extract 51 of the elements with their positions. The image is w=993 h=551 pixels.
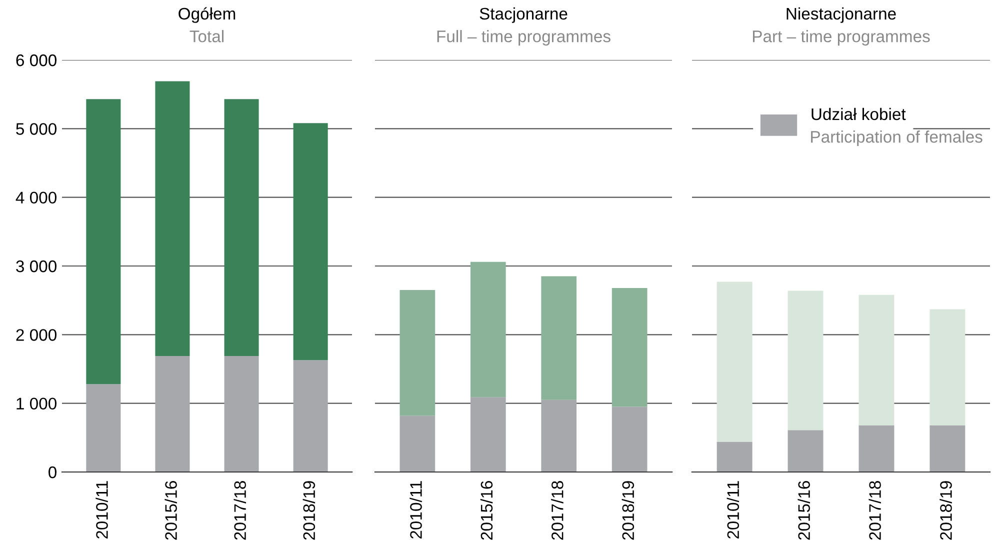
chart-title: Stacjonarne <box>480 7 568 23</box>
x-tick-label: 2017/18 <box>868 481 881 540</box>
bar <box>541 276 577 400</box>
y-tick-label: 2 000 <box>16 329 56 341</box>
bar <box>612 288 648 407</box>
x-tick-label: 2018/19 <box>940 481 952 540</box>
chart-title: Niestacjonarne <box>786 7 896 23</box>
x-tick-label: 2018/19 <box>302 481 316 540</box>
bar <box>155 81 190 356</box>
bar <box>86 384 121 472</box>
legend-title: Participation of females <box>811 130 982 146</box>
bar <box>612 406 648 472</box>
chart-title: Ogółem <box>178 7 236 23</box>
x-tick-label: 2015/16 <box>480 481 493 540</box>
x-tick-label: 2010/11 <box>96 481 108 539</box>
x-tick-label: 2010/11 <box>410 481 422 539</box>
legend-label: Udział kobiet <box>812 108 906 120</box>
bar <box>930 309 966 426</box>
bar <box>470 397 506 472</box>
bar <box>224 99 259 356</box>
x-tick-label: 2017/18 <box>551 481 564 540</box>
bar <box>155 356 190 472</box>
bar <box>930 425 966 472</box>
bar <box>858 294 894 426</box>
bar <box>224 356 259 472</box>
bar <box>400 416 436 472</box>
x-tick-label: 2018/19 <box>622 481 634 540</box>
y-tick-label: 0 <box>48 466 56 478</box>
x-tick-label: 2017/18 <box>234 481 246 540</box>
x-tick-label: 2015/16 <box>164 481 177 540</box>
chart-subtitle: Total <box>190 30 224 42</box>
y-tick-label: 3 000 <box>16 260 56 272</box>
y-tick-label: 6 000 <box>16 54 56 66</box>
bar <box>788 430 824 472</box>
x-tick-label: 2010/11 <box>726 481 740 539</box>
bar <box>470 262 506 398</box>
bar <box>400 290 436 416</box>
bar <box>293 360 328 472</box>
bar <box>788 290 824 430</box>
bar <box>858 425 894 472</box>
bar <box>716 282 752 442</box>
chart-subtitle: Part – time programmes <box>752 30 930 46</box>
y-tick-label: 5 000 <box>16 123 56 135</box>
x-tick-label: 2015/16 <box>798 481 810 540</box>
y-tick-label: 4 000 <box>16 192 56 204</box>
bar <box>293 123 328 360</box>
chart-subtitle: Full – time programmes <box>437 30 610 46</box>
bar <box>541 400 577 472</box>
bar <box>86 99 121 384</box>
bar <box>716 442 752 472</box>
y-tick-label: 1 000 <box>16 398 56 410</box>
